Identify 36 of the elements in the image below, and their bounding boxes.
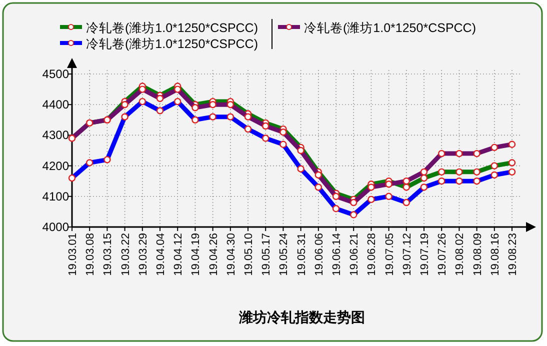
x-tick-label: 19.08.09: [472, 233, 484, 276]
text: 潍坊冷轧指数走势图: [238, 309, 365, 325]
x-tick-label: 19.05.24: [278, 233, 290, 276]
x-tick-label: 19.07.19: [419, 233, 431, 276]
x-tick-label: 19.04.30: [225, 233, 238, 276]
x-tick-label: 19.05.10: [243, 233, 255, 276]
x-tick-label: 19.04.04: [155, 233, 167, 276]
x-tick-label: 19.03.29: [137, 233, 150, 276]
x-tick-label: 19.04.12: [172, 233, 185, 276]
x-tick-label: 19.06.21: [348, 233, 361, 276]
legend-label: 冷轧卷(潍坊1.0*1250*CSPCC): [86, 37, 258, 51]
y-tick-label: 4500: [42, 67, 70, 81]
y-tick-label: 4300: [42, 128, 70, 142]
x-tick-label: 19.08.16: [489, 233, 502, 276]
x-tick-label: 19.03.08: [84, 233, 97, 276]
x-tick-label: 19.04.19: [190, 233, 202, 276]
y-tick-label: 4400: [42, 98, 70, 112]
y-tick-label: 4100: [42, 189, 70, 204]
x-tick-label: 19.04.26: [208, 233, 220, 276]
legend-label: 冷轧卷(潍坊1.0*1250*CSPCC): [86, 21, 258, 35]
legend-label: 冷轧卷(潍坊1.0*1250*CSPCC): [304, 21, 476, 35]
x-tick-label: 19.06.28: [366, 233, 378, 276]
y-tick-label: 4000: [42, 220, 70, 234]
x-tick-label: 19.07.26: [436, 233, 449, 276]
x-tick-label: 19.08.23: [507, 233, 519, 276]
x-tick-label: 19.03.22: [120, 233, 132, 276]
x-tick-label: 19.05.31: [296, 233, 308, 276]
x-tick-label: 19.08.02: [454, 233, 466, 276]
x-tick-label: 19.06.06: [313, 233, 326, 276]
x-tick-label: 19.07.12: [401, 233, 414, 276]
x-tick-label: 19.07.05: [384, 233, 396, 276]
x-tick-label: 19.06.14: [331, 233, 343, 276]
y-tick-label: 4200: [42, 158, 70, 173]
x-tick-label: 19.03.15: [102, 233, 114, 276]
x-tick-label: 19.05.17: [260, 233, 273, 276]
x-tick-label: 19.03.01: [67, 233, 79, 276]
